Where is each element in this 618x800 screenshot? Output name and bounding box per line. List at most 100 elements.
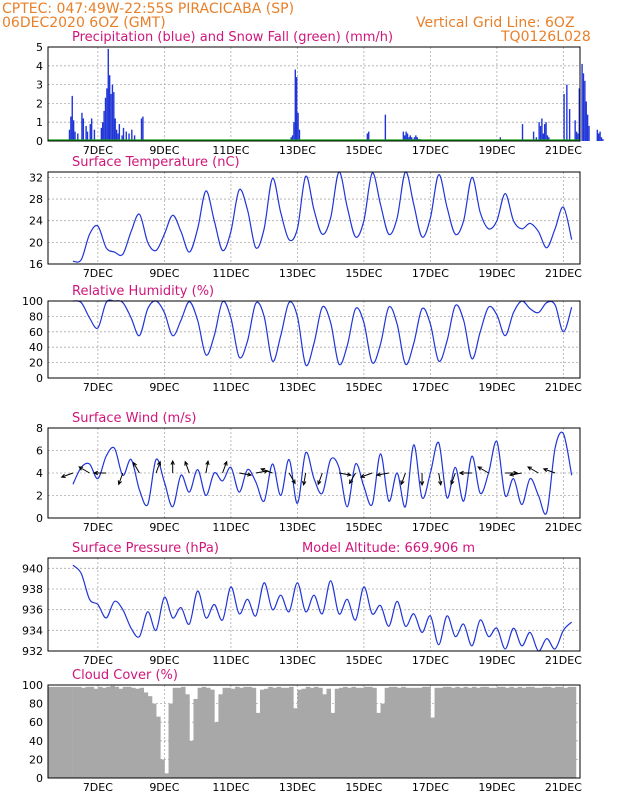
cloud-bar (77, 686, 82, 778)
y-tick-label: 0 (36, 512, 43, 525)
cloud-bar (147, 696, 153, 778)
precip-bar (297, 112, 299, 141)
cloud-bar (509, 686, 514, 778)
precip-bar (588, 125, 590, 141)
wind-arrow-shaft (360, 472, 373, 478)
wind-arrow-head (291, 479, 296, 485)
y-tick-label: 4 (36, 467, 43, 480)
x-tick-label: 17DEC (412, 781, 449, 794)
precip-bar (111, 84, 114, 141)
x-tick-label: 17DEC (412, 144, 449, 157)
wind-arrow-head (156, 460, 162, 466)
wind-arrow-shaft (155, 461, 161, 474)
cloud-bar (326, 688, 332, 778)
wind-arrow-shaft (255, 470, 268, 474)
wind-arrow-shaft (543, 468, 556, 474)
x-tick-label: 13DEC (279, 654, 316, 667)
cloud-bar (347, 687, 352, 778)
x-tick-label: 7DEC (83, 144, 113, 157)
x-tick-label: 19DEC (478, 521, 515, 534)
cloud-bar (214, 722, 219, 778)
y-tick-label: 40 (29, 735, 43, 748)
wind-arrow-shaft (133, 462, 140, 474)
x-tick-label: 15DEC (345, 781, 382, 794)
precip-bar (384, 114, 387, 141)
cloud-bar (305, 686, 311, 778)
x-tick-label: 7DEC (83, 381, 113, 394)
x-tick-label: 17DEC (412, 267, 449, 280)
precip-bar (542, 133, 544, 141)
y-tick-label: 60 (29, 716, 43, 729)
precip-bar (368, 131, 370, 141)
cloud-bar (126, 686, 132, 778)
x-tick-label: 21DEC (545, 521, 582, 534)
cloud-bar (222, 687, 228, 778)
x-tick-label: 13DEC (279, 267, 316, 280)
wind-arrow-head (247, 472, 253, 477)
x-tick-label: 17DEC (412, 654, 449, 667)
x-tick-label: 21DEC (545, 654, 582, 667)
y-tick-label: 940 (22, 562, 43, 575)
precip-bar (125, 131, 127, 141)
wind-arrow-shaft (477, 466, 489, 474)
cloud-bar (164, 773, 169, 778)
precip-bar (413, 137, 416, 141)
wind-arrow-shaft (400, 472, 406, 485)
precip-bar (521, 124, 524, 141)
cloud-bar (156, 716, 161, 778)
cloud-bar (368, 686, 373, 778)
x-tick-label: 9DEC (149, 654, 179, 667)
precip-bar (133, 135, 136, 141)
wind-arrow-shaft (61, 472, 74, 478)
y-tick-label: 934 (22, 624, 43, 637)
cloud-bar (251, 687, 257, 778)
panel-frame (47, 684, 581, 779)
precip-bar (291, 135, 294, 141)
cloud-bar (359, 687, 365, 778)
x-tick-label: 13DEC (279, 781, 316, 794)
wind-arrow-head (60, 473, 66, 479)
cloud-bar (259, 689, 265, 778)
panel-title: Cloud Cover (%) (72, 668, 178, 683)
precip-bar (538, 122, 540, 141)
precip-bar (596, 129, 599, 141)
cloud-bar (322, 694, 327, 778)
y-tick-label: 5 (36, 41, 43, 54)
wind-arrow-head (132, 461, 138, 467)
y-tick-label: 6 (36, 445, 43, 458)
precip-bar (290, 137, 292, 141)
cloud-bar (567, 686, 573, 778)
precip-bar (578, 88, 581, 141)
cloud-bar (409, 687, 415, 778)
cloud-bar (176, 687, 182, 778)
cloud-bar (447, 686, 452, 778)
precip-bar (114, 118, 116, 141)
precip-bar (408, 137, 410, 141)
x-tick-label: 7DEC (83, 781, 113, 794)
y-tick-label: 0 (36, 135, 43, 148)
wind-arrow-head (508, 472, 514, 477)
wind-arrow-shaft (260, 468, 273, 474)
cloud-bar (492, 687, 498, 778)
precip-bar (72, 120, 75, 141)
precip-bar (85, 125, 87, 141)
wind-arrow-shaft (303, 472, 307, 485)
precip-bar (110, 94, 112, 141)
wind-arrow-shaft (184, 461, 190, 474)
cloud-bar (525, 686, 531, 778)
series-line-temp (72, 171, 573, 263)
y-tick-label: 938 (22, 583, 43, 596)
precip-bar (402, 131, 405, 141)
precip-bar (71, 95, 73, 141)
precip-bar (140, 118, 143, 141)
cloud-bar (430, 717, 435, 778)
precip-bar (103, 110, 105, 141)
cloud-bar (550, 687, 556, 778)
precip-bar (577, 133, 579, 141)
x-tick-label: 21DEC (545, 381, 582, 394)
cloud-bar (293, 708, 298, 778)
x-tick-label: 7DEC (83, 521, 113, 534)
cloud-bar (276, 686, 282, 778)
cloud-bar (467, 687, 473, 778)
